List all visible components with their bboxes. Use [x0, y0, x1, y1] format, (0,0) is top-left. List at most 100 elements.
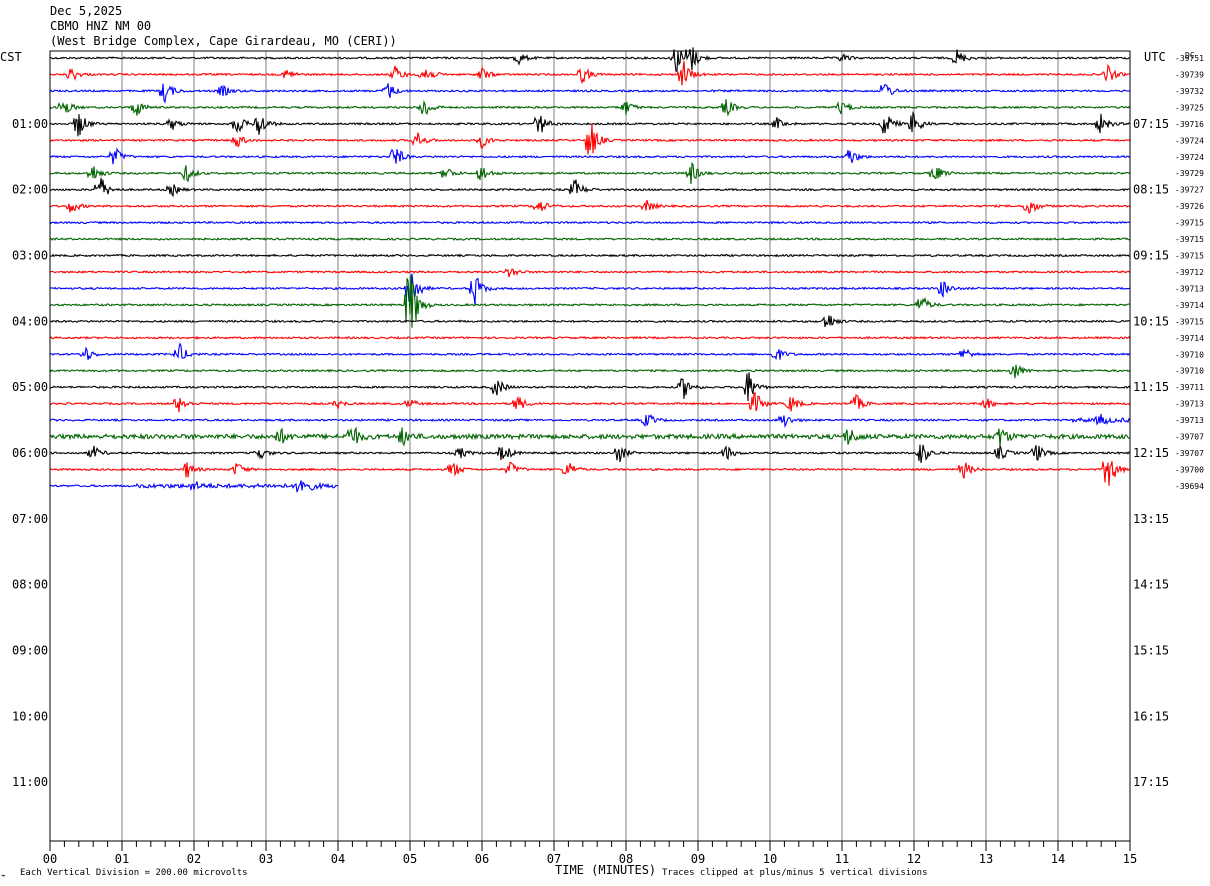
dc-offset-21: -39713 — [1175, 400, 1204, 409]
dc-offset-23: -39707 — [1175, 433, 1204, 442]
trace-row-7 — [49, 161, 1131, 185]
dc-offset-6: -39724 — [1175, 153, 1204, 162]
dc-offset-13: -39712 — [1175, 268, 1204, 277]
left-time-label-0: 01:00 — [12, 117, 48, 131]
x-tick-label-15: 15 — [1123, 852, 1137, 866]
trace-row-12 — [50, 253, 1131, 258]
right-time-label-2: 09:15 — [1133, 249, 1169, 263]
x-tick-label-07: 07 — [547, 852, 561, 866]
left-time-label-2: 03:00 — [12, 249, 48, 263]
left-time-label-6: 07:00 — [12, 512, 48, 526]
dc-offset-12: -39715 — [1175, 252, 1204, 261]
x-tick-label-13: 13 — [979, 852, 993, 866]
dc-offset-25: -39700 — [1175, 465, 1204, 474]
trace-row-22 — [49, 413, 1131, 428]
dc-offset-8: -39727 — [1175, 186, 1204, 195]
trace-row-18 — [49, 342, 1131, 361]
plot-frame — [49, 50, 1131, 842]
dc-offset-10: -39715 — [1175, 219, 1204, 228]
dc-offset-24: -39707 — [1175, 449, 1204, 458]
x-tick-label-00: 00 — [43, 852, 57, 866]
time-labels: 01:00 02:00 03:00 04:00 05:00 06:00 07:00 08:00… — [12, 117, 1169, 789]
left-time-label-1: 02:00 — [12, 183, 48, 197]
dc-offset-19: -39710 — [1175, 367, 1204, 376]
dc-offset-4: -39716 — [1175, 120, 1204, 129]
scale-note: Each Vertical Division = 200.00 microvol… — [20, 868, 248, 878]
dc-offset-0: -39751 — [1175, 54, 1204, 63]
trace-row-20 — [49, 372, 1131, 402]
x-tick-label-03: 03 — [259, 852, 273, 866]
date-label: Dec 5,2025 — [50, 4, 123, 18]
right-time-label-3: 10:15 — [1133, 314, 1169, 328]
trace-row-24 — [49, 444, 1131, 464]
dc-offset-18: -39710 — [1175, 350, 1204, 359]
station-label: CBMO HNZ NM 00 — [50, 19, 152, 33]
trace-row-11 — [49, 237, 1131, 241]
right-time-label-5: 12:15 — [1133, 446, 1169, 460]
dc-offset-2: -39732 — [1175, 87, 1204, 96]
left-time-label-5: 06:00 — [12, 446, 48, 460]
trace-row-9 — [49, 199, 1131, 214]
dc-offset-labels: -39751 -39739 -39732 -39725 -39716 -39724 -397… — [1175, 54, 1204, 491]
x-tick-label-10: 10 — [763, 852, 777, 866]
trace-row-10 — [49, 220, 1131, 225]
right-timezone-label: UTC — [1144, 50, 1166, 64]
x-tick-label-02: 02 — [187, 852, 201, 866]
left-time-label-9: 10:00 — [12, 709, 48, 723]
location-label: (West Bridge Complex, Cape Girardeau, MO… — [50, 34, 397, 48]
trace-row-25 — [49, 461, 1131, 486]
x-axis: 00 01 02 03 04 05 06 07 08 09 10 11 12 13 14 15 — [43, 841, 1137, 866]
left-time-label-7: 08:00 — [12, 578, 48, 592]
left-time-label-10: 11:00 — [12, 775, 48, 789]
right-time-label-7: 14:15 — [1133, 578, 1169, 592]
left-time-label-3: 04:00 — [12, 314, 48, 328]
dc-offset-11: -39715 — [1175, 235, 1204, 244]
dc-offset-26: -39694 — [1175, 482, 1204, 491]
right-time-label-0: 07:15 — [1133, 117, 1169, 131]
trace-row-23 — [49, 426, 1131, 447]
x-tick-label-04: 04 — [331, 852, 345, 866]
dc-offset-1: -39739 — [1175, 70, 1204, 79]
dc-offset-15: -39714 — [1175, 301, 1204, 310]
trace-row-16 — [49, 315, 1131, 328]
right-time-label-8: 15:15 — [1133, 644, 1169, 658]
x-tick-label-01: 01 — [115, 852, 129, 866]
trace-row-17 — [49, 335, 1131, 340]
dc-offset-9: -39726 — [1175, 202, 1204, 211]
trace-row-4 — [49, 110, 1131, 137]
dc-offset-14: -39713 — [1175, 284, 1204, 293]
dc-offset-3: -39725 — [1175, 103, 1204, 112]
trace-row-5 — [49, 123, 1131, 155]
trace-row-14 — [49, 273, 1131, 306]
right-time-label-9: 16:15 — [1133, 709, 1169, 723]
trace-row-13 — [49, 268, 1131, 278]
left-time-label-8: 09:00 — [12, 644, 48, 658]
dc-offset-17: -39714 — [1175, 334, 1204, 343]
corner-mark: ⌁ — [1, 871, 6, 880]
trace-row-2 — [49, 83, 1130, 104]
trace-row-1 — [49, 60, 1131, 86]
x-tick-label-05: 05 — [403, 852, 417, 866]
left-time-label-4: 05:00 — [12, 380, 48, 394]
trace-row-6 — [49, 147, 1131, 165]
x-tick-label-11: 11 — [835, 852, 849, 866]
trace-row-8 — [49, 177, 1130, 198]
right-time-label-4: 11:15 — [1133, 380, 1169, 394]
trace-row-3 — [49, 99, 1131, 117]
trace-row-21 — [49, 391, 1131, 413]
trace-row-15 — [49, 275, 1131, 328]
x-tick-label-09: 09 — [691, 852, 705, 866]
dc-offset-7: -39729 — [1175, 169, 1204, 178]
x-tick-label-12: 12 — [907, 852, 921, 866]
right-time-label-10: 17:15 — [1133, 775, 1169, 789]
trace-row-26 — [49, 480, 339, 493]
trace-row-0 — [49, 47, 1131, 72]
right-time-label-1: 08:15 — [1133, 183, 1169, 197]
x-tick-label-08: 08 — [619, 852, 633, 866]
clip-note: Traces clipped at plus/minus 5 vertical … — [662, 868, 928, 878]
dc-offset-5: -39724 — [1175, 136, 1204, 145]
trace-rows — [49, 47, 1131, 493]
dc-offset-16: -39715 — [1175, 317, 1204, 326]
grid-lines — [121, 51, 1059, 841]
